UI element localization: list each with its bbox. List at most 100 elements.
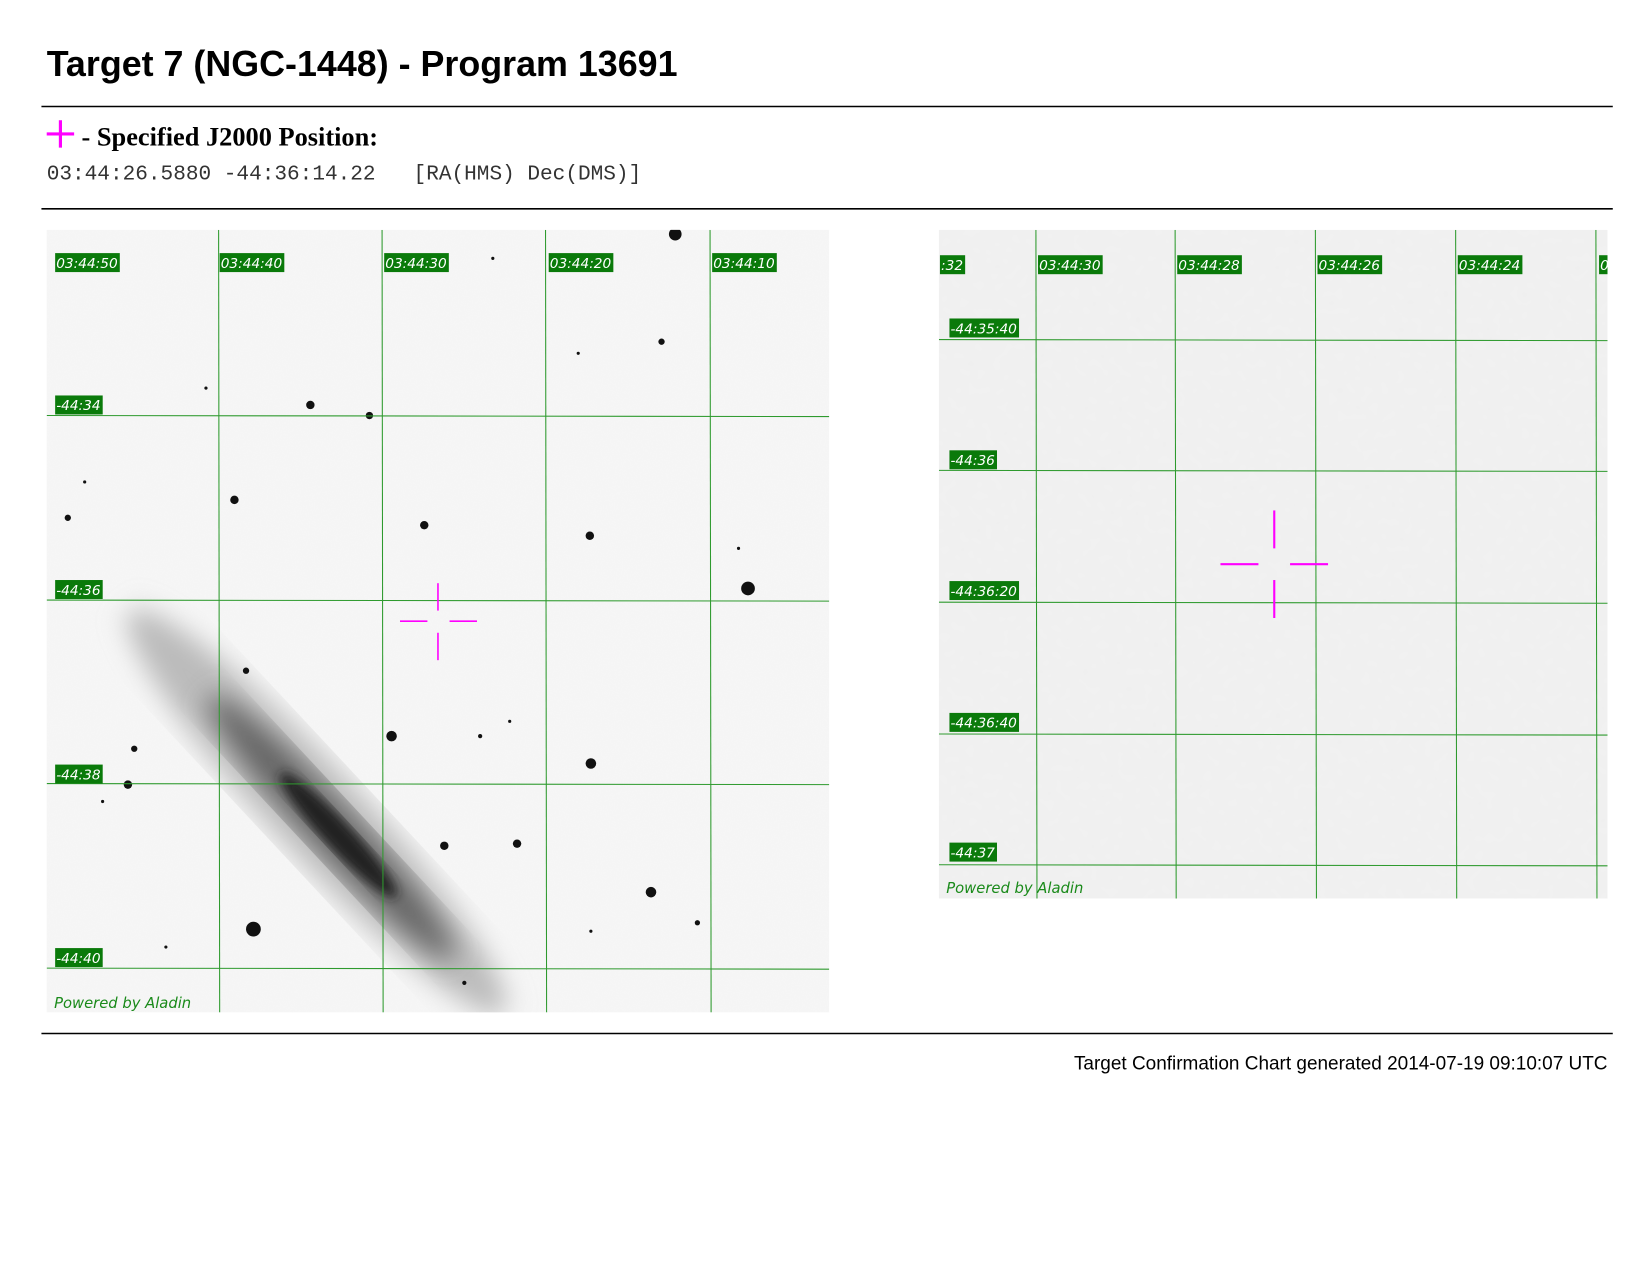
star [508, 719, 512, 723]
star [123, 780, 133, 789]
sky-image: 03:44:50 03:44:40 03:44:30 03:44:20 03:44:10… [46, 229, 830, 1013]
coord-label: 03:44:40 [221, 256, 283, 272]
coord-label-bg [1599, 255, 1608, 275]
coord-label: 03:44:30 [385, 256, 447, 272]
coord-label: -44:37 [950, 845, 995, 861]
coord-label-bg [949, 318, 1020, 338]
coord-label-bg [1177, 255, 1242, 275]
grid-line [938, 469, 1608, 472]
coord-label-bg [949, 712, 1020, 732]
crosshair-icon [46, 120, 75, 148]
star [736, 546, 741, 550]
star [420, 520, 429, 530]
coord-label-bg [219, 253, 285, 273]
star [585, 758, 597, 769]
star [694, 920, 701, 926]
coord-label-bg [939, 255, 966, 275]
coord-label-bg [712, 253, 777, 273]
coord-label-bg [949, 450, 997, 470]
grid-line [938, 864, 1608, 867]
grid-line [381, 229, 384, 1013]
target-marker [1220, 510, 1329, 618]
star [658, 338, 665, 345]
footer: Target Confirmation Chart generated 2014… [1074, 1053, 1608, 1074]
grid-line [1174, 229, 1177, 899]
sky-image-zoom: :32 03:44:30 03:44:28 03:44:26 03:44:24 0 -44:… [938, 229, 1609, 899]
star [230, 495, 239, 505]
grid-line [46, 414, 830, 418]
coord-label-bg [55, 948, 103, 968]
target-marker [400, 583, 477, 661]
coord-label-bg [384, 253, 449, 273]
coord-label: -44:36:40 [950, 716, 1017, 732]
star [668, 229, 682, 241]
credit: Powered by Aladin [946, 880, 1083, 897]
coord-label: 03:44:10 [713, 256, 775, 272]
star [204, 386, 208, 390]
grid-line [545, 229, 548, 1013]
coords: 03:44:26.5880 -44:36:14.22 [47, 162, 376, 186]
coord-label-bg [55, 395, 103, 415]
star [131, 745, 138, 752]
star [462, 980, 467, 985]
coord-label: 03:44:24 [1459, 258, 1520, 274]
star [242, 667, 250, 674]
grid-line [709, 229, 712, 1013]
star [491, 256, 495, 260]
credit: Powered by Aladin [54, 995, 191, 1012]
position-label: - Specified J2000 Position: [82, 123, 379, 152]
coord-label: -44:40 [56, 951, 101, 967]
coord-label-bg [1317, 255, 1383, 275]
coord-label: -44:34 [56, 398, 100, 414]
coord-label-bg [55, 764, 103, 784]
coord-label: :32 [941, 258, 963, 274]
coord-label: -44:35:40 [950, 321, 1017, 337]
grid-line [938, 733, 1608, 736]
star [164, 945, 168, 949]
star [440, 841, 449, 850]
star [83, 480, 87, 484]
coord-label-bg [548, 253, 614, 273]
coord-label: -44:38 [56, 767, 101, 783]
coord-label-bg [55, 580, 103, 600]
coord-label-bg [949, 842, 997, 862]
coord-label-bg [949, 581, 1020, 601]
star [386, 730, 397, 742]
grid-line [46, 783, 830, 786]
grid-line [218, 229, 221, 1013]
title: Target 7 (NGC-1448) - Program 13691 [47, 44, 678, 84]
coord-label: -44:36:20 [950, 584, 1017, 600]
grid-line [938, 339, 1608, 342]
coord-label: 0 [1600, 258, 1609, 274]
coord-label: 03:44:20 [550, 256, 612, 272]
coord-label: -44:36 [56, 583, 101, 599]
coord-label: 03:44:28 [1178, 258, 1240, 274]
coordinates: 03:44:26.5880 -44:36:14.22 [RA(HMS) Dec(D… [47, 162, 642, 186]
coord-label: 03:44:50 [56, 256, 118, 272]
star [645, 886, 657, 898]
grid-line [1035, 229, 1038, 899]
coord-format: [RA(HMS) Dec(DMS)] [414, 162, 642, 186]
coord-label: 03:44:30 [1039, 258, 1101, 274]
star [246, 921, 261, 937]
coord-label-bg [55, 253, 120, 273]
grid-line [1595, 229, 1598, 899]
grid-line [46, 967, 830, 970]
star [478, 733, 483, 739]
star [589, 929, 593, 933]
star [512, 839, 522, 848]
star [64, 514, 71, 521]
star [101, 799, 105, 804]
star [741, 581, 755, 596]
star [576, 351, 580, 355]
star [585, 531, 595, 540]
coord-label: -44:36 [950, 453, 995, 469]
galaxy [126, 609, 507, 1013]
coord-label-bg [1457, 255, 1523, 275]
star [306, 400, 315, 410]
coord-label: 03:44:26 [1319, 258, 1381, 274]
grid-line [1455, 229, 1458, 899]
coord-label-bg [1038, 255, 1103, 275]
